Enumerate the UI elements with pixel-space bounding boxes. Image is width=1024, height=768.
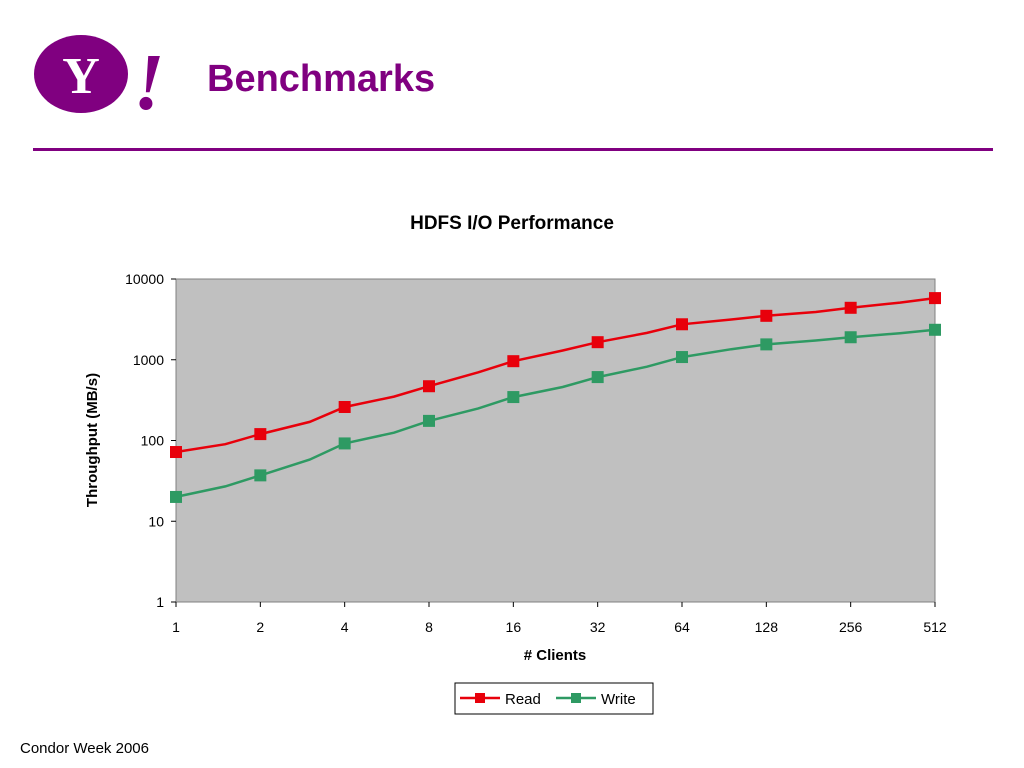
legend: Read Write [454, 682, 654, 715]
y-axis-label: Throughput (MB/s) [84, 373, 101, 507]
x-tick-label: 32 [590, 619, 606, 635]
legend-read-label: Read [505, 691, 541, 708]
read-point [591, 336, 604, 349]
write-point [760, 338, 773, 351]
slide-title: Benchmarks [207, 58, 436, 100]
write-point [338, 437, 351, 450]
x-tick-label: 128 [755, 619, 779, 635]
x-tick-label: 8 [425, 619, 433, 635]
read-series-line [175, 296, 936, 454]
write-point [507, 391, 520, 404]
write-point [676, 351, 688, 364]
read-point [254, 428, 267, 441]
yahoo-logo: Y ! [33, 33, 173, 127]
x-tick-label: 256 [839, 619, 863, 635]
read-point [760, 309, 773, 322]
legend-read-marker [475, 693, 485, 703]
svg-text:Y: Y [62, 48, 100, 105]
write-point [844, 331, 857, 344]
legend-write-marker [571, 693, 581, 703]
read-point [507, 355, 520, 368]
x-tick-label: 4 [341, 619, 349, 635]
read-point [170, 446, 182, 459]
title-divider [33, 148, 993, 151]
read-point [676, 318, 688, 331]
write-point [423, 414, 435, 427]
x-tick-label: 1 [172, 619, 180, 635]
read-point [338, 400, 351, 413]
x-tick-label: 512 [923, 619, 947, 635]
y-tick-label: 1000 [133, 352, 164, 368]
x-tick-label: 2 [256, 619, 264, 635]
y-tick-label: 10 [148, 513, 164, 529]
write-series-line [175, 328, 936, 499]
y-tick-label: 1 [156, 594, 164, 610]
footer-text: Condor Week 2006 [20, 740, 149, 757]
write-point [170, 490, 182, 503]
read-point [929, 292, 941, 305]
write-point [591, 371, 604, 384]
plot-area [175, 278, 936, 603]
x-tick-label: 16 [506, 619, 522, 635]
svg-text:!: ! [133, 39, 164, 117]
write-point [254, 469, 267, 482]
legend-write-label: Write [601, 691, 636, 708]
write-point [929, 323, 941, 336]
chart-title: HDFS I/O Performance [410, 213, 614, 234]
x-tick-label: 64 [674, 619, 690, 635]
y-tick-label: 10000 [125, 271, 164, 287]
read-point [844, 301, 857, 314]
x-axis-label: # Clients [524, 647, 587, 664]
y-tick-label: 100 [141, 433, 165, 449]
read-point [423, 380, 435, 393]
